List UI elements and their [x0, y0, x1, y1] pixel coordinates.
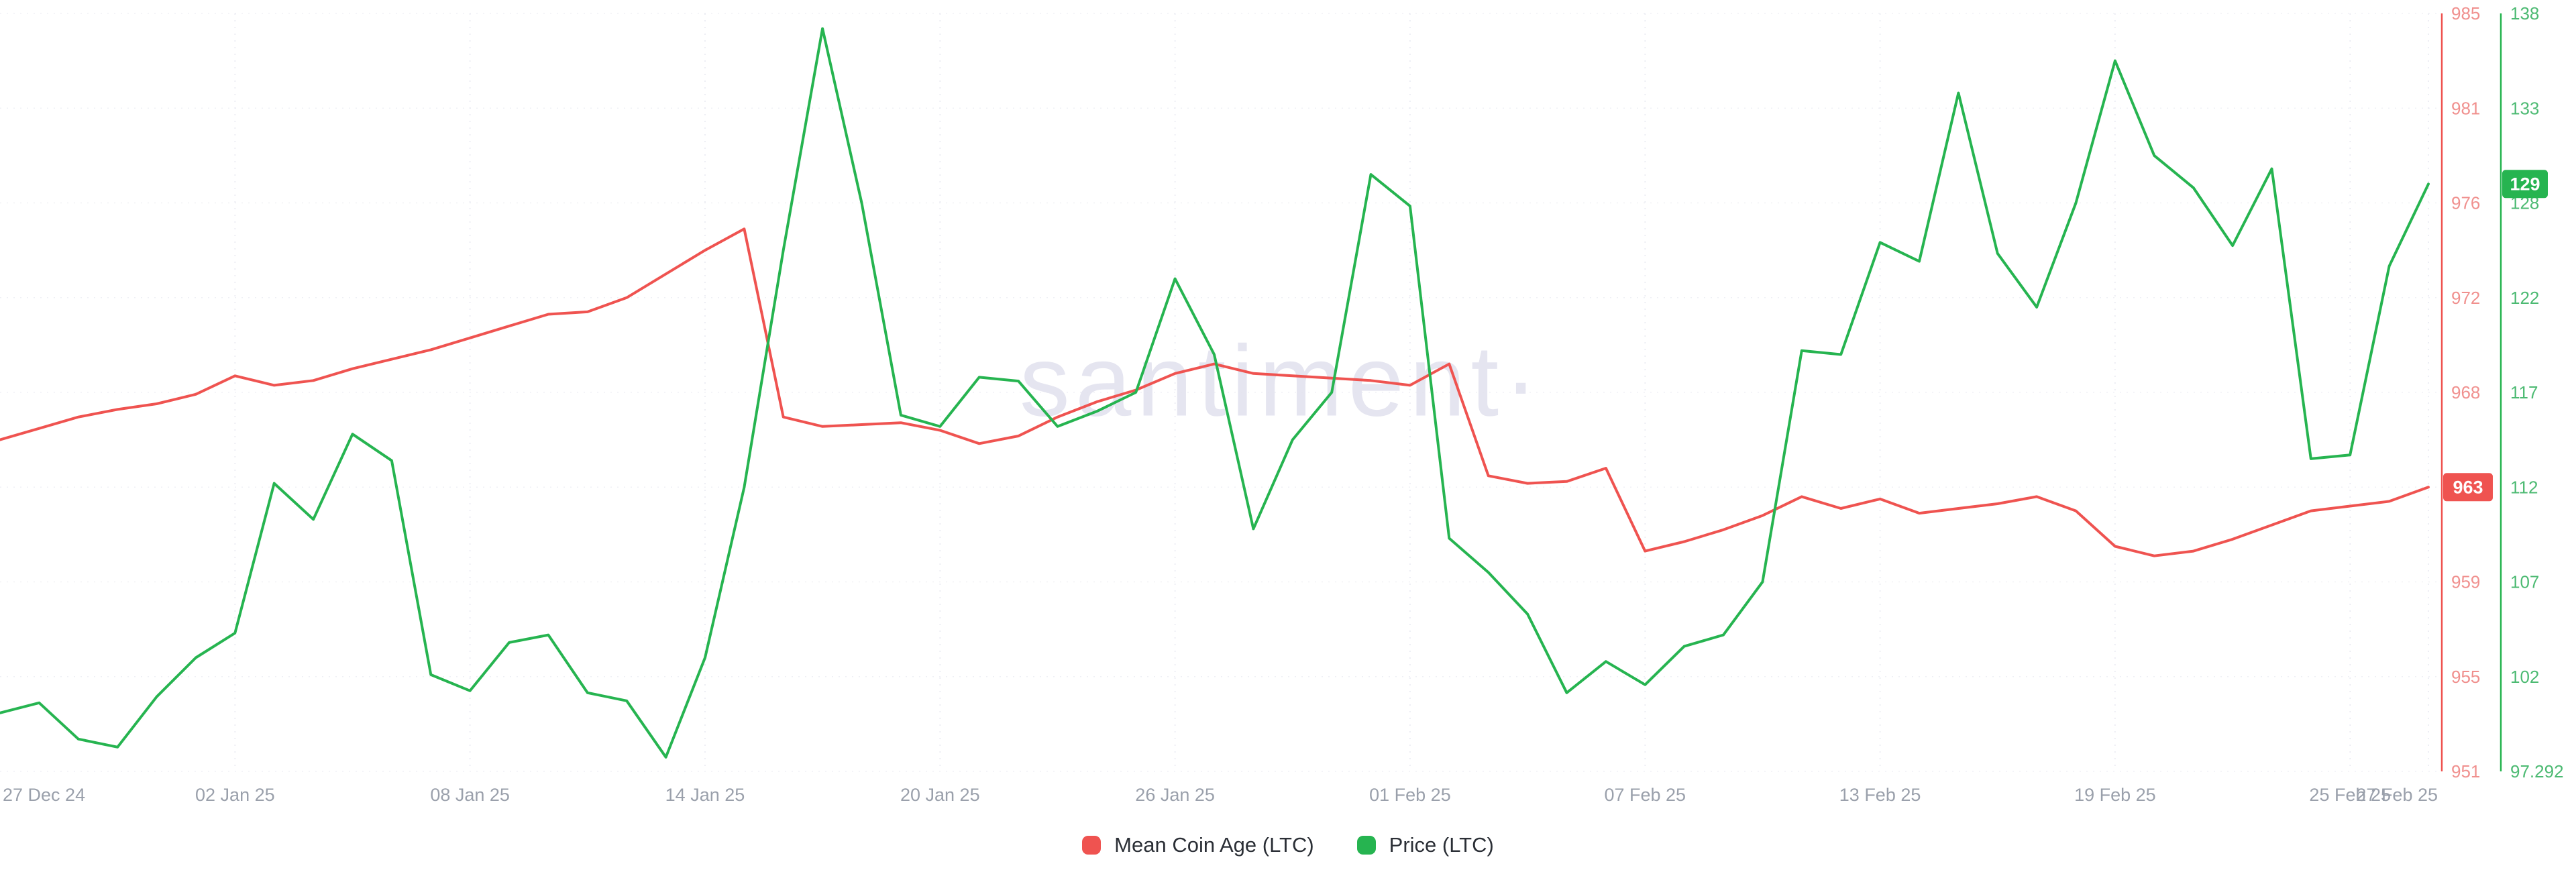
x-axis-tick: 14 Jan 25: [665, 785, 745, 805]
price-axis-tick: 107: [2510, 572, 2539, 592]
santiment-watermark: santiment·: [1019, 324, 1544, 437]
legend-item-price[interactable]: Price (LTC): [1356, 833, 1494, 857]
mean-coin-age-axis-tick: 955: [2451, 667, 2480, 687]
x-axis-tick: 01 Feb 25: [1369, 785, 1451, 805]
x-axis-tick: 25 Feb 25: [2309, 785, 2391, 805]
mean-coin-age-axis-tick: 959: [2451, 572, 2480, 592]
x-axis-tick: 27 Dec 24: [3, 785, 85, 805]
price-line-series: [0, 27, 2430, 759]
mean-coin-age-axis-tick: 951: [2451, 761, 2480, 781]
price-axis-tick: 112: [2510, 477, 2538, 497]
x-axis-tick: 26 Jan 25: [1135, 785, 1215, 805]
mean-coin-age-axis-tick: 968: [2451, 382, 2480, 402]
mean-coin-age-swatch-icon: [1082, 836, 1102, 855]
mean-coin-age-axis-tick: 985: [2451, 3, 2480, 23]
price-axis-tick: 117: [2510, 382, 2538, 402]
price-badge-value: 129: [2510, 174, 2540, 194]
x-axis-tick: 20 Jan 25: [900, 785, 980, 805]
x-axis-tick: 13 Feb 25: [1839, 785, 1921, 805]
legend-item-mean-coin-age[interactable]: Mean Coin Age (LTC): [1082, 833, 1314, 857]
mean-coin-age-badge: [2443, 473, 2493, 502]
price-axis-tick: 133: [2510, 98, 2539, 118]
price-badge: [2502, 170, 2548, 199]
mean-coin-age-axis-tick: 976: [2451, 193, 2480, 213]
price-legend-label: Price (LTC): [1389, 833, 1494, 857]
mean-coin-age-axis-tick: 972: [2451, 288, 2480, 308]
price-axis-tick: 102: [2510, 667, 2539, 687]
mean-coin-age-axis-tick: 981: [2451, 98, 2480, 118]
price-axis-tick: 122: [2510, 288, 2539, 308]
mean_coin_age-line-series: [0, 227, 2430, 557]
x-axis-tick: 19 Feb 25: [2074, 785, 2156, 805]
mean-coin-age-legend-label: Mean Coin Age (LTC): [1114, 833, 1314, 857]
chart-legend: Mean Coin Age (LTC) Price (LTC): [0, 833, 2576, 857]
price-swatch-icon: [1356, 836, 1376, 855]
mean-coin-age-badge-value: 963: [2453, 477, 2483, 497]
x-axis-tick: 02 Jan 25: [195, 785, 275, 805]
x-axis-tick: 07 Feb 25: [1604, 785, 1686, 805]
price-axis-tick: 138: [2510, 3, 2539, 23]
x-axis-tick: 27 Feb 25: [2356, 785, 2438, 805]
x-axis-tick: 08 Jan 25: [430, 785, 510, 805]
price-axis-tick: 97.292: [2510, 761, 2564, 781]
